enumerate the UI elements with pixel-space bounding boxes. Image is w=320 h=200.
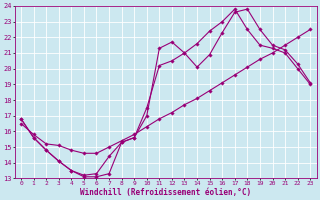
X-axis label: Windchill (Refroidissement éolien,°C): Windchill (Refroidissement éolien,°C) bbox=[80, 188, 251, 197]
